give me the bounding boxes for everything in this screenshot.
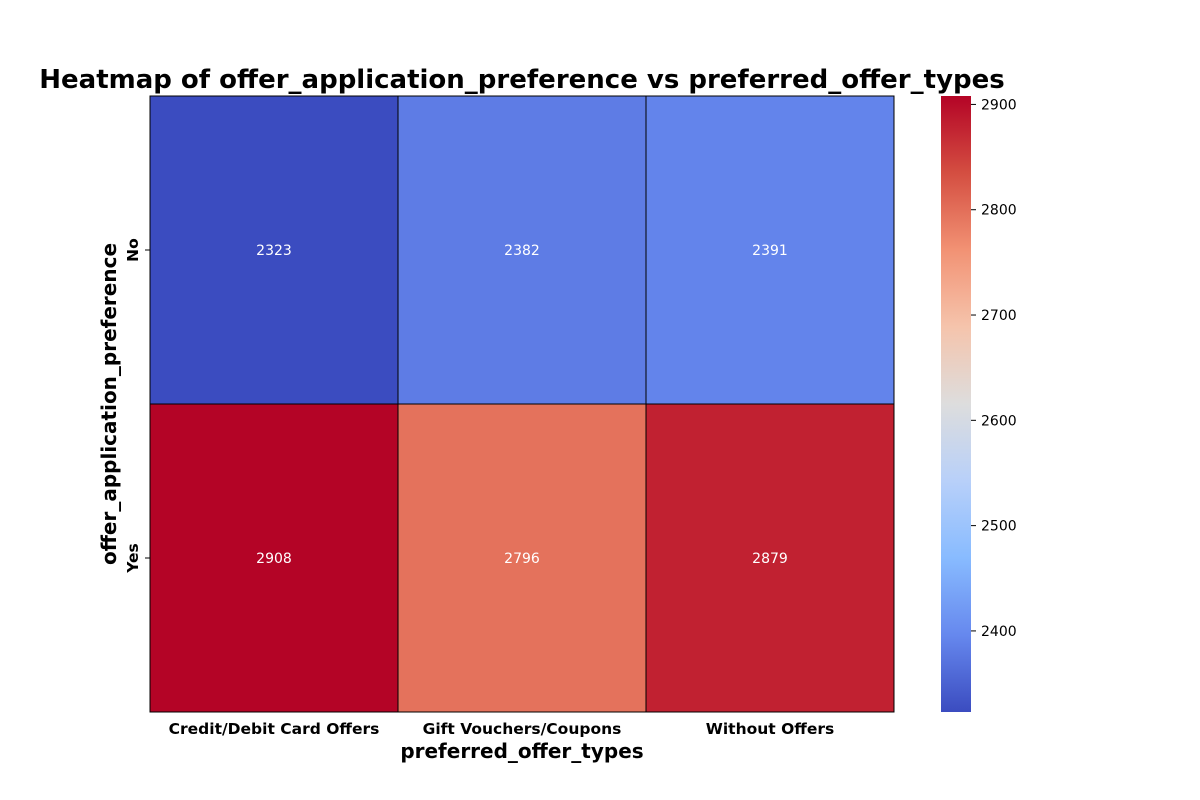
heatmap-cell (397, 95, 647, 405)
colorbar-tick-label: 2500 (981, 519, 1017, 535)
x-tick-label: Credit/Debit Card Offers (169, 720, 380, 738)
cell-value-label: 2879 (752, 551, 788, 567)
colorbar-ticks: 2400 2500 2600 2700 2800 2900 (971, 97, 1017, 640)
cell-value-label: 2382 (504, 243, 540, 259)
y-tick-label: No (124, 238, 142, 262)
y-tick-labels: No Yes (124, 238, 150, 574)
cell-value-label: 2391 (752, 243, 788, 259)
x-tick-label: Without Offers (706, 720, 834, 738)
cell-value-label: 2796 (504, 551, 540, 567)
y-tick-label: Yes (124, 543, 142, 574)
heatmap-cell (149, 403, 399, 713)
y-axis-label: offer_application_preference (97, 243, 121, 565)
heatmap-cell (397, 403, 647, 713)
colorbar (941, 96, 971, 712)
colorbar-tick-label: 2900 (981, 97, 1017, 113)
x-tick-labels: Credit/Debit Card Offers Gift Vouchers/Co… (169, 720, 835, 738)
heatmap-cell (645, 95, 895, 405)
x-tick-label: Gift Vouchers/Coupons (423, 720, 622, 738)
cell-value-label: 2323 (256, 243, 292, 259)
colorbar-tick-label: 2600 (981, 413, 1017, 429)
colorbar-tick-label: 2400 (981, 624, 1017, 640)
heatmap-cells: 2323 2382 2391 2908 2796 2879 (149, 95, 895, 713)
cell-value-label: 2908 (256, 551, 292, 567)
heatmap-cell (645, 403, 895, 713)
heatmap-cell (149, 95, 399, 405)
x-axis-label: preferred_offer_types (400, 739, 643, 763)
chart-title: Heatmap of offer_application_preference … (39, 65, 1004, 95)
colorbar-tick-label: 2700 (981, 308, 1017, 324)
colorbar-tick-label: 2800 (981, 203, 1017, 219)
